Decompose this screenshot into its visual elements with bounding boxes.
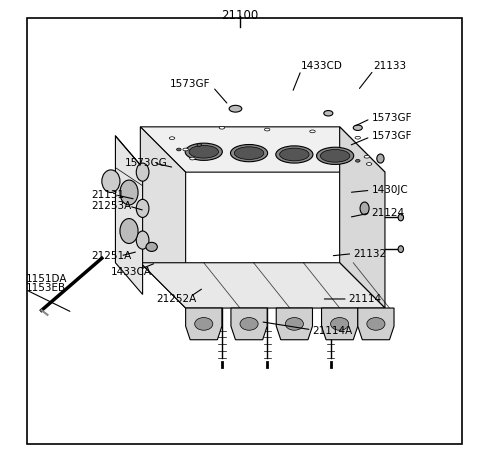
Polygon shape: [358, 308, 394, 340]
Ellipse shape: [285, 318, 303, 330]
Ellipse shape: [321, 149, 350, 162]
Ellipse shape: [136, 231, 149, 249]
Text: 21132: 21132: [353, 249, 386, 259]
Ellipse shape: [189, 145, 218, 158]
Text: 21114: 21114: [348, 294, 382, 304]
Ellipse shape: [264, 128, 270, 131]
Text: 21114A: 21114A: [312, 326, 353, 336]
Ellipse shape: [280, 148, 309, 161]
Ellipse shape: [398, 246, 404, 253]
Polygon shape: [140, 127, 186, 308]
Ellipse shape: [240, 318, 258, 330]
FancyBboxPatch shape: [27, 18, 462, 444]
Text: 21124: 21124: [372, 208, 405, 218]
Ellipse shape: [195, 318, 213, 330]
Ellipse shape: [364, 155, 370, 158]
Ellipse shape: [366, 163, 372, 165]
Text: 1151DA: 1151DA: [26, 274, 68, 284]
Polygon shape: [140, 127, 385, 172]
Polygon shape: [322, 308, 358, 340]
Text: 1573GF: 1573GF: [372, 131, 412, 141]
Ellipse shape: [310, 130, 315, 133]
Ellipse shape: [197, 144, 202, 146]
Text: 21253A: 21253A: [91, 201, 132, 211]
Ellipse shape: [120, 180, 138, 205]
Ellipse shape: [230, 145, 268, 162]
Text: 1573GF: 1573GF: [170, 79, 210, 89]
Ellipse shape: [136, 163, 149, 181]
Polygon shape: [186, 308, 222, 340]
Polygon shape: [140, 263, 385, 308]
Ellipse shape: [136, 199, 149, 217]
Ellipse shape: [234, 147, 264, 159]
Ellipse shape: [355, 136, 360, 139]
Ellipse shape: [316, 147, 354, 164]
Polygon shape: [115, 136, 143, 294]
Ellipse shape: [177, 148, 181, 151]
Ellipse shape: [120, 218, 138, 244]
Ellipse shape: [324, 111, 333, 116]
Ellipse shape: [169, 137, 175, 140]
Ellipse shape: [185, 143, 222, 160]
Text: 21133: 21133: [373, 61, 407, 71]
Ellipse shape: [190, 157, 195, 160]
Text: 21251A: 21251A: [91, 251, 132, 261]
Ellipse shape: [276, 146, 313, 163]
Polygon shape: [276, 308, 312, 340]
Text: 21100: 21100: [221, 10, 259, 22]
Polygon shape: [231, 308, 267, 340]
Ellipse shape: [146, 242, 157, 251]
Ellipse shape: [356, 159, 360, 162]
Text: 1433CD: 1433CD: [301, 61, 343, 71]
Text: 21131: 21131: [91, 190, 124, 200]
Text: 1573GF: 1573GF: [372, 113, 412, 123]
Text: 1430JC: 1430JC: [372, 185, 408, 195]
Polygon shape: [340, 127, 385, 308]
Ellipse shape: [360, 202, 369, 215]
Ellipse shape: [183, 148, 188, 151]
Ellipse shape: [102, 170, 120, 193]
Text: 1573GG: 1573GG: [124, 158, 167, 168]
Ellipse shape: [398, 214, 404, 221]
Text: 21252A: 21252A: [156, 294, 197, 304]
Text: 1433CA: 1433CA: [111, 267, 152, 277]
Ellipse shape: [353, 125, 362, 130]
Ellipse shape: [219, 126, 225, 129]
Text: 1153EB: 1153EB: [26, 283, 66, 293]
Ellipse shape: [331, 318, 348, 330]
Ellipse shape: [377, 154, 384, 163]
Ellipse shape: [229, 105, 242, 112]
Ellipse shape: [367, 318, 385, 330]
